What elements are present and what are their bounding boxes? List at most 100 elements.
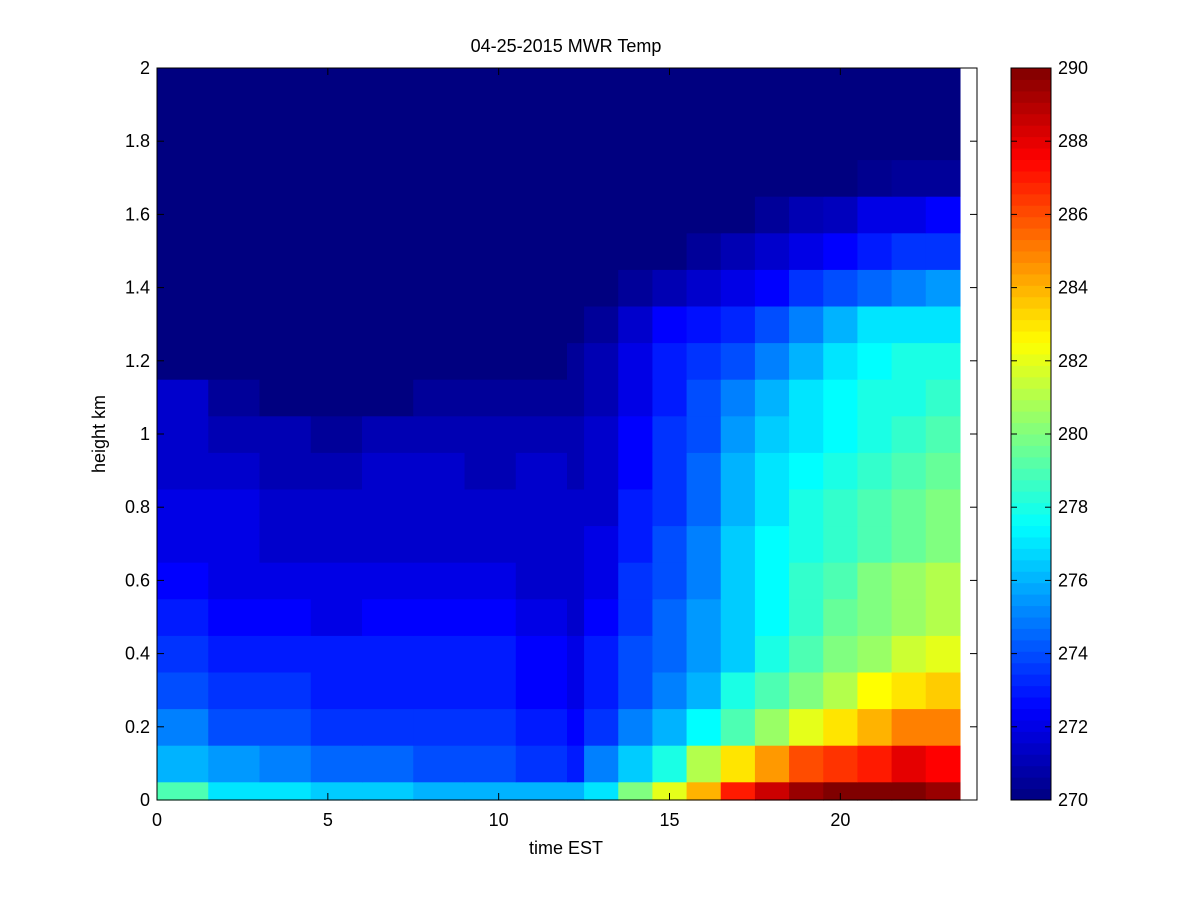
heatmap-cell <box>413 269 466 307</box>
heatmap-cell <box>310 68 363 161</box>
heatmap-cell <box>754 452 790 490</box>
heatmap-cell <box>464 488 517 527</box>
heatmap-cell <box>584 525 619 563</box>
heatmap-cell <box>310 159 363 197</box>
heatmap-cell <box>720 671 756 710</box>
heatmap-cell <box>157 159 209 197</box>
heatmap-cell <box>584 379 619 417</box>
heatmap-cell <box>823 598 859 636</box>
heatmap-cell <box>208 159 261 197</box>
heatmap-cell <box>857 232 893 270</box>
heatmap-cell <box>925 525 961 563</box>
heatmap-cell <box>925 159 961 197</box>
heatmap-cell <box>789 525 824 563</box>
heatmap-cell <box>857 305 893 344</box>
heatmap-cell <box>754 196 790 234</box>
heatmap-cell <box>618 671 654 710</box>
colorbar-swatch <box>1011 468 1051 481</box>
heatmap-cell <box>618 781 654 801</box>
heatmap-cell <box>362 452 414 490</box>
colorbar-swatch <box>1011 239 1051 252</box>
heatmap-cell <box>362 745 414 783</box>
heatmap-cell <box>686 562 722 600</box>
heatmap-cell <box>754 708 790 746</box>
colorbar-swatch <box>1011 742 1051 755</box>
heatmap-cell <box>618 159 654 197</box>
heatmap-cell <box>891 342 927 380</box>
heatmap-cell <box>925 232 961 270</box>
colorbar-swatch <box>1011 251 1051 263</box>
heatmap-cell <box>789 781 824 801</box>
heatmap-cell <box>584 305 619 344</box>
heatmap-cell <box>891 745 927 783</box>
colorbar-tick-label: 286 <box>1058 204 1088 224</box>
heatmap-cell <box>567 159 585 197</box>
heatmap-cell <box>362 379 414 417</box>
heatmap-cell <box>789 232 824 270</box>
heatmap-cell <box>652 232 688 270</box>
heatmap-cell <box>567 488 585 527</box>
heatmap-cell <box>362 159 414 197</box>
heatmap-cell <box>464 598 517 636</box>
heatmap-cell <box>310 305 363 344</box>
colorbar-tick-label: 276 <box>1058 570 1088 590</box>
heatmap-cell <box>584 708 619 746</box>
heatmap-cell <box>515 68 568 161</box>
heatmap-cell <box>891 562 927 600</box>
heatmap-cell <box>720 342 756 380</box>
x-tick-label: 5 <box>323 810 333 830</box>
heatmap-cell <box>652 68 688 161</box>
heatmap-cell <box>686 305 722 344</box>
colorbar-swatch <box>1011 708 1051 721</box>
heatmap-cell <box>515 269 568 307</box>
x-axis-label: time EST <box>529 838 603 858</box>
colorbar-swatch <box>1011 639 1051 652</box>
heatmap-cell <box>208 232 261 270</box>
heatmap-cell <box>618 305 654 344</box>
heatmap-cell <box>464 415 517 453</box>
heatmap-cell <box>464 196 517 234</box>
colorbar-swatch <box>1011 411 1051 424</box>
heatmap-cell <box>362 525 414 563</box>
heatmap-cell <box>686 781 722 801</box>
heatmap-cell <box>362 342 414 380</box>
colorbar-swatch <box>1011 685 1051 698</box>
heatmap-cell <box>362 562 414 600</box>
heatmap-cell <box>891 598 927 636</box>
colorbar-swatch <box>1011 148 1051 160</box>
heatmap-cell <box>789 196 824 234</box>
colorbar-swatch <box>1011 559 1051 572</box>
heatmap-cell <box>464 68 517 161</box>
heatmap-cell <box>310 562 363 600</box>
heatmap-cell <box>259 415 312 453</box>
colorbar-tick-label: 282 <box>1058 351 1088 371</box>
colorbar-swatch <box>1011 365 1051 378</box>
heatmap-cell <box>259 525 312 563</box>
x-axis: 0 5 10 15 20 <box>152 68 850 830</box>
heatmap-cell <box>515 562 568 600</box>
heatmap-cell <box>686 598 722 636</box>
heatmap-cell <box>157 196 209 234</box>
heatmap-cell <box>618 415 654 453</box>
colorbar-swatch <box>1011 422 1051 435</box>
heatmap-cell <box>652 159 688 197</box>
heatmap-cell <box>857 488 893 527</box>
heatmap-cell <box>652 488 688 527</box>
heatmap-cell <box>157 781 209 801</box>
y-tick-label: 1.6 <box>125 204 150 224</box>
heatmap-cell <box>464 452 517 490</box>
heatmap-cell <box>857 525 893 563</box>
heatmap-cell <box>157 342 209 380</box>
heatmap-cell <box>652 452 688 490</box>
heatmap-cell <box>259 781 312 801</box>
colorbar-swatch <box>1011 582 1051 595</box>
heatmap-cell <box>157 635 209 673</box>
heatmap-cell <box>310 379 363 417</box>
heatmap-cell <box>857 598 893 636</box>
heatmap-cell <box>686 415 722 453</box>
colorbar-swatch <box>1011 777 1051 790</box>
heatmap-cell <box>618 232 654 270</box>
heatmap-cell <box>413 159 466 197</box>
heatmap-cell <box>362 196 414 234</box>
heatmap-cell <box>789 488 824 527</box>
